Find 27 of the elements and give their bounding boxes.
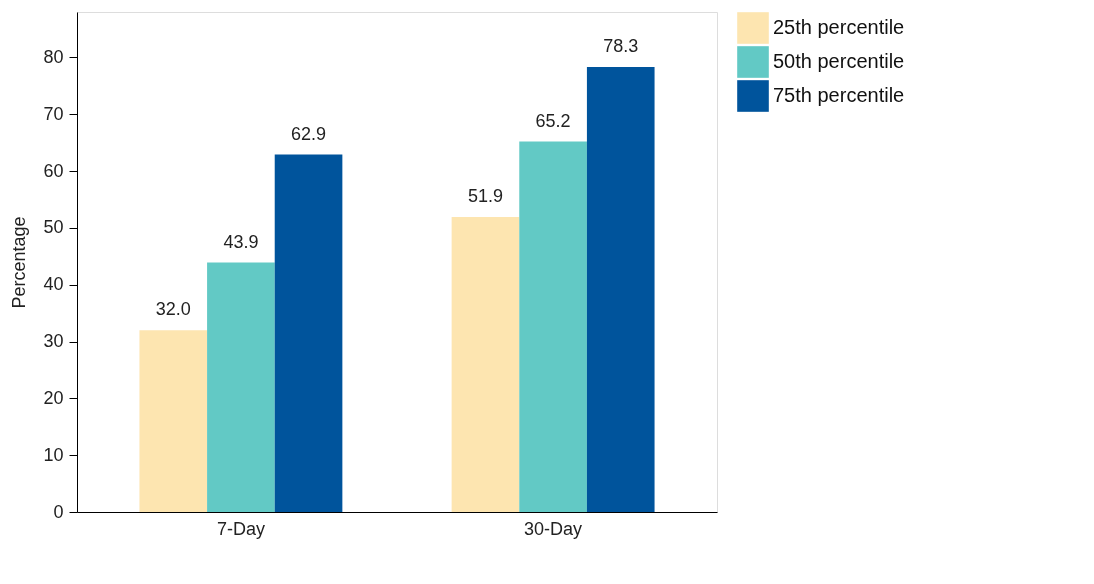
y-tick-label: 20 [43,387,64,408]
y-tick-label: 10 [43,444,64,465]
bar [139,330,208,512]
data-label: 78.3 [603,36,639,57]
y-axis-title: Percentage [9,216,30,309]
bar [274,154,343,512]
x-tick-label: 30-Day [524,518,583,539]
x-tick-label: 7-Day [216,518,265,539]
y-tick-label: 50 [43,217,64,238]
data-label: 32.0 [155,299,191,320]
y-tick-label: 30 [43,331,64,352]
bar [586,67,655,512]
y-tick-label: 80 [43,46,64,67]
y-tick-label: 70 [43,103,64,124]
y-tick-label: 40 [43,274,64,295]
y-tick-label: 0 [53,501,64,522]
legend-label: 50th percentile [773,50,905,72]
data-label: 43.9 [223,231,259,252]
data-label: 62.9 [291,123,327,144]
legend-label: 75th percentile [773,84,905,106]
bar [207,262,275,512]
y-tick-label: 60 [43,160,64,181]
bar [451,217,520,512]
legend-label: 25th percentile [773,16,905,38]
data-label: 65.2 [535,110,571,131]
bar [519,141,587,512]
data-label: 51.9 [467,186,503,207]
